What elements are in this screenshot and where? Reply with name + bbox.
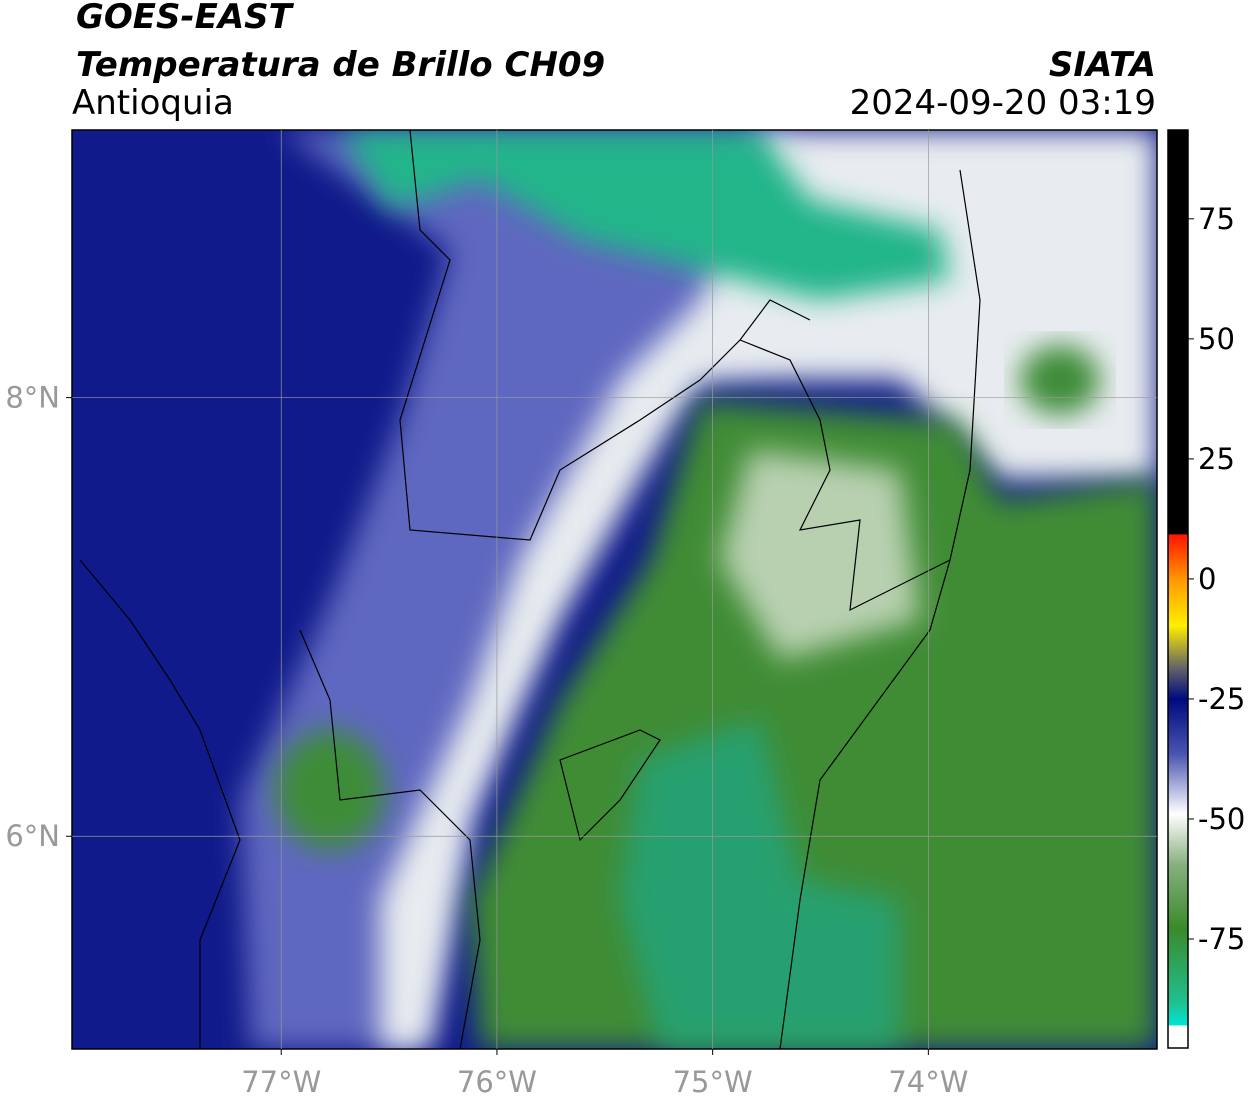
colorbar-tick-label: 50 xyxy=(1198,322,1235,356)
colorbar xyxy=(1167,129,1189,1049)
colorbar-tick-label: -50 xyxy=(1198,802,1245,836)
x-tick-label: 75°W xyxy=(673,1065,753,1099)
region: Antioquia xyxy=(72,83,234,123)
colorbar-tick-label: 75 xyxy=(1198,202,1235,236)
title: GOES-EAST xyxy=(76,0,292,37)
source: SIATA xyxy=(1048,45,1156,85)
y-tick-label: 8°N xyxy=(5,381,60,415)
map-frame xyxy=(71,129,1158,1050)
colorbar-tick-label: 0 xyxy=(1198,562,1216,596)
x-tick-label: 77°W xyxy=(241,1065,321,1099)
colorbar-tick-label: -75 xyxy=(1198,922,1245,956)
imagery xyxy=(72,130,1157,1049)
subtitle: Temperatura de Brillo CH09 xyxy=(76,45,606,85)
colorbar-tick-label: -25 xyxy=(1198,682,1245,716)
colorbar-tick-label: 25 xyxy=(1198,442,1235,476)
x-tick-label: 76°W xyxy=(457,1065,537,1099)
x-tick-label: 74°W xyxy=(888,1065,968,1099)
datetime: 2024-09-20 03:19 xyxy=(849,83,1156,123)
y-tick-label: 6°N xyxy=(5,819,60,853)
